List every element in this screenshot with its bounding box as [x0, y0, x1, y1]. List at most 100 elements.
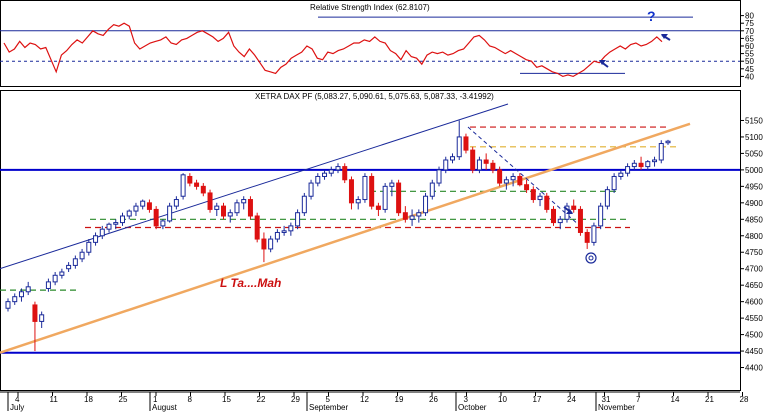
candle-down: [153, 208, 159, 227]
candle-down: [530, 189, 536, 201]
candle-up: [113, 222, 119, 225]
candle-up: [281, 230, 287, 233]
price-y-tick-label: 5000: [745, 166, 763, 175]
candle-down: [375, 205, 381, 210]
price-y-tick-label: 4900: [745, 199, 763, 208]
x-tick-label: 26: [429, 395, 438, 404]
x-tick-label: 14: [671, 395, 680, 404]
rsi-line-layer: [3, 22, 663, 78]
candle-up: [389, 182, 395, 187]
candle-up: [173, 199, 179, 207]
price-y-tick-label: 5100: [745, 133, 763, 142]
candle-down: [584, 231, 590, 243]
candle-down: [483, 159, 489, 164]
candle-down: [254, 215, 260, 240]
candle-up: [25, 286, 31, 293]
rsi-y-tick-label: 50: [745, 57, 754, 66]
x-tick-label: 17: [533, 395, 542, 404]
candle-up: [416, 212, 422, 217]
candle-up: [652, 159, 658, 163]
candle-up: [591, 225, 597, 243]
candle-up: [93, 235, 99, 243]
rsi-y-tick-label: 80: [745, 12, 754, 21]
candle-up: [328, 169, 334, 174]
candle-up: [119, 215, 125, 224]
x-axis: 4 11 18 25 1 8 15 22 29 5 12 19 26 3 10 17 24 31 7 14 21 28Ju…: [0, 391, 749, 412]
x-tick-label: 22: [257, 395, 266, 404]
candle-up: [66, 264, 72, 270]
candle-up: [611, 175, 617, 191]
x-tick-label: 28: [740, 395, 749, 404]
candle-up: [618, 172, 624, 177]
descending-trendline: [467, 126, 581, 227]
arrow-icon-rsi-low: [599, 60, 609, 68]
rsi-y-tick-label: 70: [745, 27, 754, 36]
candle-up: [72, 258, 78, 266]
candle-down: [551, 208, 557, 224]
x-tick-label: 24: [567, 395, 576, 404]
x-tick-label: 21: [705, 395, 714, 404]
candle-down: [221, 205, 227, 217]
candle-down: [497, 169, 503, 184]
candle-down: [200, 185, 206, 194]
rising-support-trendline: [0, 122, 691, 354]
candle-up: [604, 189, 610, 207]
rsi-panel-frame: [0, 0, 741, 87]
rsi-y-tick-label: 45: [745, 65, 754, 74]
candle-down: [187, 175, 193, 184]
candle-up: [645, 161, 651, 168]
candle-up: [335, 166, 341, 171]
price-y-tick-label: 4650: [745, 281, 763, 290]
candle-down: [638, 162, 644, 168]
candle-up: [133, 205, 139, 212]
candle-down: [261, 238, 267, 250]
x-tick-label: 31: [602, 395, 611, 404]
x-tick-label: 4: [15, 395, 20, 404]
candle-up: [268, 238, 274, 250]
candle-up: [180, 174, 186, 197]
month-label: November: [598, 403, 635, 412]
candle-up: [274, 231, 280, 240]
price-y-tick-label: 4950: [745, 182, 763, 191]
month-label: September: [309, 403, 348, 412]
price-y-tick-label: 5150: [745, 116, 763, 125]
price-title: XETRA DAX PF (5,083.27, 5,090.61, 5,075.…: [255, 92, 494, 101]
candle-down: [207, 192, 213, 210]
price-y-tick-label: 4800: [745, 232, 763, 241]
price-y-tick-label: 4850: [745, 215, 763, 224]
candlestick-series: [5, 120, 671, 352]
arrow-icon-price-low: [563, 206, 573, 214]
rsi-title: Relative Strength Index (62.8107): [310, 3, 430, 12]
x-tick-label: 25: [119, 395, 128, 404]
candle-up: [665, 140, 671, 144]
trend-lines: [0, 103, 691, 354]
candle-down: [348, 179, 354, 204]
rsi-y-tick-label: 65: [745, 34, 754, 43]
candle-up: [52, 274, 58, 283]
rsi-y-tick-label: 75: [745, 19, 754, 28]
price-levels: [0, 126, 740, 354]
candle-up: [503, 179, 509, 184]
candle-up: [160, 220, 166, 227]
candle-up: [476, 159, 482, 171]
candle-up: [86, 241, 92, 253]
candle-up: [631, 162, 637, 168]
candle-up: [436, 169, 442, 184]
x-tick-label: 15: [222, 395, 231, 404]
candle-up: [295, 212, 301, 227]
candle-up: [79, 251, 85, 260]
candle-down: [470, 149, 476, 171]
arrow-icon-rsi-top: [661, 34, 671, 41]
candle-up: [429, 182, 435, 197]
x-tick-label: 10: [498, 395, 507, 404]
candle-up: [449, 156, 455, 161]
candle-up: [308, 182, 314, 197]
candle-up: [59, 271, 65, 276]
candle-up: [288, 225, 294, 232]
price-y-tick-label: 5050: [745, 149, 763, 158]
candle-up: [5, 301, 11, 309]
rsi-y-tick-label: 60: [745, 42, 754, 51]
rsi-y-tick-label: 55: [745, 50, 754, 59]
candle-up: [99, 228, 105, 237]
